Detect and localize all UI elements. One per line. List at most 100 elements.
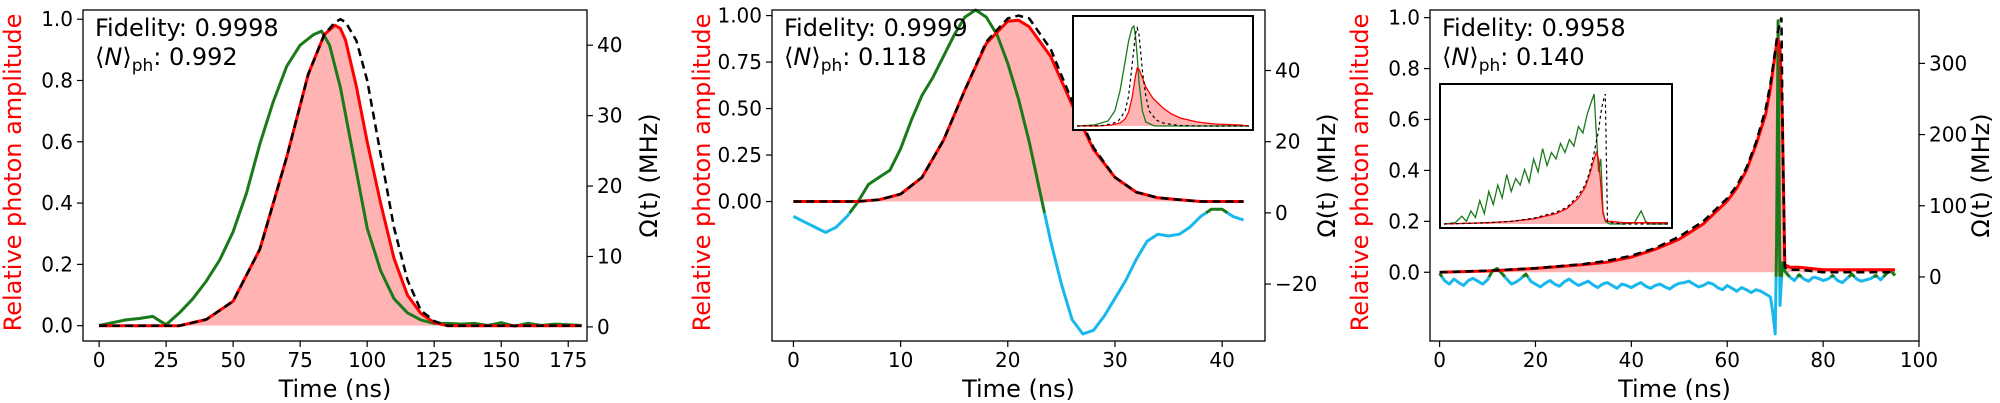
p3-y-left-tick-label: 0.0 (1388, 260, 1420, 284)
p3-drive-positive-line-14 (1829, 274, 1836, 279)
p1-y-left-tick-label: 0.0 (41, 314, 73, 338)
p3-drive-positive-line-2 (1487, 266, 1507, 278)
p1-drive-positive-line-0 (98, 29, 582, 328)
p2-drive-positive-line-1 (848, 8, 1046, 214)
p2-inset-photon-line (1077, 66, 1250, 127)
p3-drive-positive-line-10 (1796, 273, 1803, 279)
p2-inset-drive-line (1076, 24, 1249, 127)
p3-drive-negative-line-7 (1778, 276, 1784, 307)
p1-x-tick-label: 25 (153, 348, 178, 372)
p1-y-left-tick-label: 0.4 (41, 191, 73, 215)
p1-y-left-tick-label: 0.2 (41, 252, 73, 276)
p2-y-left-tick-label: 0.50 (717, 97, 762, 121)
p3-y-left-tick-label: 0.6 (1388, 107, 1420, 131)
p1-y-left-tick-label: 0.6 (41, 130, 73, 154)
p3-drive-negative-line-13 (1813, 275, 1832, 282)
p2-drive-negative-line-0 (792, 211, 851, 234)
p2-x-tick-label: 10 (888, 348, 913, 372)
p3-drive-positive-line-16 (1847, 272, 1856, 279)
p1-x-tick-label: 100 (348, 348, 386, 372)
p2-inset (1072, 15, 1254, 131)
p1-x-axis-label: Time (ns) (278, 375, 392, 403)
chart-panel-3: 0 20 40 60 80 100 0.0 0.2 0.4 0.6 0.8 1.0 0 100 200 300… (1346, 6, 1995, 403)
p2-y-right-axis-label: Ω(t) (MHz) (1313, 113, 1341, 237)
p3-y-right-tick-label: 200 (1929, 123, 1967, 147)
p3-y-left-tick-label: 0.4 (1388, 158, 1420, 182)
p3-inset (1439, 83, 1673, 229)
p3-drive-positive-line-0 (1438, 272, 1444, 278)
p3-y-right-tick-label: 0 (1929, 265, 1942, 289)
p3-drive-negative-line-9 (1788, 275, 1799, 282)
p2-inset-photon-fill (1077, 68, 1249, 126)
p3-y-left-tick-label: 0.2 (1388, 209, 1420, 233)
p3-y-right-tick-label: 300 (1929, 51, 1967, 75)
p2-x-axis-label: Time (ns) (961, 375, 1075, 403)
p2-y-left-tick-label: 0.00 (717, 190, 762, 214)
p2-photon-number-annotation: ⟨N⟩ph: 0.118 (784, 43, 927, 76)
p3-y-left-tick-label: 0.8 (1388, 57, 1420, 81)
p3-target-dashed-line (1439, 17, 1895, 274)
p2-photon-fill-area (793, 20, 1244, 202)
p2-y-left-tick-label: 1.00 (717, 4, 762, 28)
p2-y-left-axis-label: Relative photon amplitude (688, 14, 716, 332)
p3-drive-negative-line-15 (1833, 275, 1850, 285)
p1-x-tick-label: 0 (93, 348, 106, 372)
p1-y-left-tick-label: 0.8 (41, 68, 73, 92)
p1-x-tick-label: 75 (287, 348, 312, 372)
p1-y-right-tick-label: 10 (597, 244, 622, 268)
p2-x-tick-label: 40 (1209, 348, 1234, 372)
p2-x-tick-label: 30 (1102, 348, 1127, 372)
p2-x-tick-label: 0 (787, 348, 800, 372)
p1-y-left-axis-label: Relative photon amplitude (0, 14, 27, 332)
p1-target-dashed-line (99, 17, 582, 327)
p3-inset-frame (1439, 83, 1673, 229)
p1-photon-number-annotation: ⟨N⟩ph: 0.992 (95, 43, 238, 76)
p2-x-tick-label: 20 (995, 348, 1020, 372)
p3-inset-drive-line (1443, 93, 1668, 225)
p2-y-right-tick-label: −20 (1275, 272, 1317, 296)
p3-inset-photon-line (1443, 150, 1668, 225)
p1-y-left-tick-label: 1.0 (41, 7, 73, 31)
p3-y-right-axis-label: Ω(t) (MHz) (1967, 113, 1995, 237)
p3-x-tick-label: 100 (1900, 348, 1938, 372)
p3-x-tick-label: 40 (1619, 348, 1644, 372)
p3-plot-frame (1429, 9, 1920, 342)
p3-drive-positive-line-4 (1521, 272, 1530, 279)
p3-inset-background (1440, 84, 1672, 228)
p3-y-left-axis-label: Relative photon amplitude (1346, 14, 1374, 332)
p2-inset-frame (1072, 15, 1254, 131)
p3-x-tick-label: 80 (1810, 348, 1835, 372)
p2-drive-positive-line-3 (1205, 207, 1229, 215)
p1-y-right-tick-label: 20 (597, 174, 622, 198)
p1-fidelity-annotation: Fidelity: 0.9998 (95, 14, 279, 42)
p3-x-tick-label: 20 (1523, 348, 1548, 372)
p1-photon-fill-area (99, 25, 582, 326)
p3-drive-negative-line-19 (1876, 275, 1885, 282)
p3-x-tick-label: 0 (1433, 348, 1446, 372)
p3-drive-negative-line-3 (1503, 275, 1524, 286)
p1-y-right-tick-label: 30 (597, 104, 622, 128)
p2-drive-negative-line-4 (1226, 211, 1245, 222)
p3-photon-number-annotation: ⟨N⟩ph: 0.140 (1442, 43, 1585, 76)
p1-y-right-tick-label: 0 (597, 315, 610, 339)
p3-y-right-tick-label: 100 (1929, 194, 1967, 218)
p2-y-left-tick-label: 0.75 (717, 50, 762, 74)
p2-y-right-tick-label: 20 (1275, 130, 1300, 154)
p3-fidelity-annotation: Fidelity: 0.9958 (1442, 14, 1626, 42)
p3-drive-negative-line-5 (1526, 276, 1778, 336)
p2-y-right-tick-label: 40 (1275, 59, 1300, 83)
p1-x-tick-label: 175 (549, 348, 587, 372)
p3-drive-negative-line-17 (1853, 275, 1875, 283)
p3-x-axis-label: Time (ns) (1617, 375, 1731, 403)
p2-target-dashed-line (793, 14, 1244, 203)
p1-y-right-axis-label: Ω(t) (MHz) (635, 113, 663, 237)
p3-drive-negative-line-1 (1440, 276, 1491, 287)
p1-y-right-tick-label: 40 (597, 33, 622, 57)
chart-panel-1: 0 25 50 75 100 125 150 175 0.0 0.2 0.4 0.6 0.8 1.0 0 10… (0, 7, 663, 403)
chart-panel-2: 0 10 20 30 40 0.00 0.25 0.50 0.75 1.00 −20 0 20 40 Tim… (688, 4, 1341, 403)
p2-y-left-tick-label: 0.25 (717, 143, 762, 167)
p3-drive-negative-line-11 (1800, 275, 1815, 283)
p2-fidelity-annotation: Fidelity: 0.9999 (784, 14, 968, 42)
p2-drive-negative-line-2 (1043, 211, 1207, 336)
